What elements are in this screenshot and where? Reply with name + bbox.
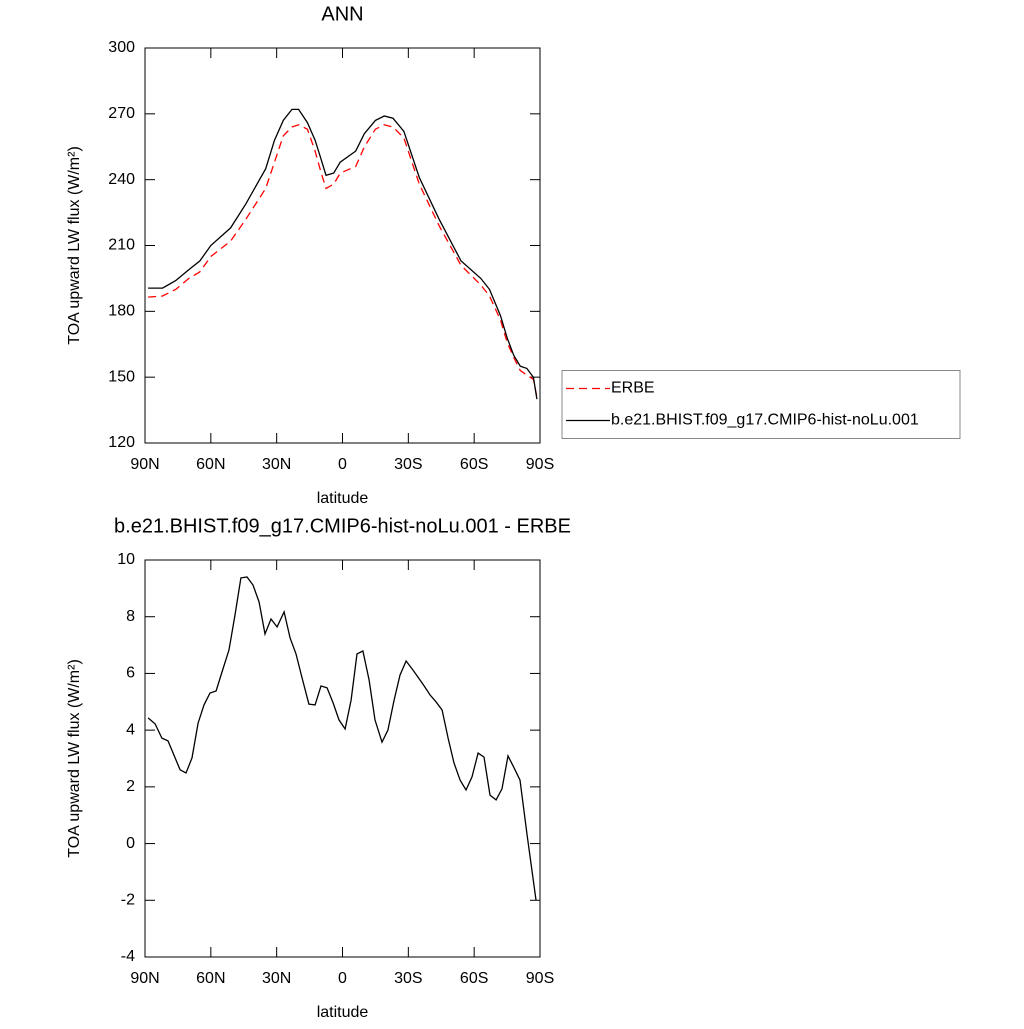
data-line xyxy=(148,108,538,400)
x-tick-label: 0 xyxy=(338,456,347,473)
y-tick-label: 240 xyxy=(108,171,135,188)
plot-frame xyxy=(144,559,541,958)
x-tick-label: 90S xyxy=(526,970,554,987)
y-tick-label: 2 xyxy=(126,778,135,795)
y-axis-label: TOA upward LW flux (W/m²) xyxy=(66,659,83,858)
y-tick-label: 0 xyxy=(126,835,135,852)
x-tick-label: 0 xyxy=(338,970,347,987)
x-tick-label: 60S xyxy=(460,970,488,987)
x-tick-label: 30S xyxy=(394,970,422,987)
y-tick-label: 210 xyxy=(108,237,135,254)
legend-label: b.e21.BHIST.f09_g17.CMIP6-hist-noLu.001 xyxy=(611,412,919,429)
x-tick-label: 60N xyxy=(196,456,225,473)
y-tick-label: 300 xyxy=(108,39,135,56)
x-tick-label: 60N xyxy=(196,970,225,987)
legend-label: ERBE xyxy=(611,380,655,397)
y-axis-label: TOA upward LW flux (W/m²) xyxy=(66,146,83,345)
x-tick-label: 90S xyxy=(526,456,554,473)
data-line xyxy=(148,124,538,398)
x-tick-label: 30S xyxy=(394,456,422,473)
y-tick-label: 270 xyxy=(108,105,135,122)
data-line xyxy=(147,576,537,901)
legend-box xyxy=(561,370,961,439)
y-tick-label: 4 xyxy=(126,721,135,738)
y-tick-label: -4 xyxy=(121,948,135,965)
x-tick-label: 60S xyxy=(460,456,488,473)
x-tick-label: 30N xyxy=(262,970,291,987)
chart-title: ANN xyxy=(321,3,363,25)
y-tick-label: -2 xyxy=(121,892,135,909)
y-tick-label: 6 xyxy=(126,665,135,682)
y-tick-label: 120 xyxy=(108,434,135,451)
y-tick-label: 150 xyxy=(108,368,135,385)
x-tick-label: 30N xyxy=(262,456,291,473)
x-axis-label: latitude xyxy=(317,1004,369,1021)
x-axis-label: latitude xyxy=(317,490,369,507)
x-tick-label: 90N xyxy=(130,456,159,473)
x-tick-label: 90N xyxy=(130,970,159,987)
y-tick-label: 10 xyxy=(117,551,135,568)
chart-title: b.e21.BHIST.f09_g17.CMIP6-hist-noLu.001 … xyxy=(114,515,571,537)
y-tick-label: 180 xyxy=(108,303,135,320)
y-tick-label: 8 xyxy=(126,608,135,625)
plot-frame xyxy=(144,47,541,444)
